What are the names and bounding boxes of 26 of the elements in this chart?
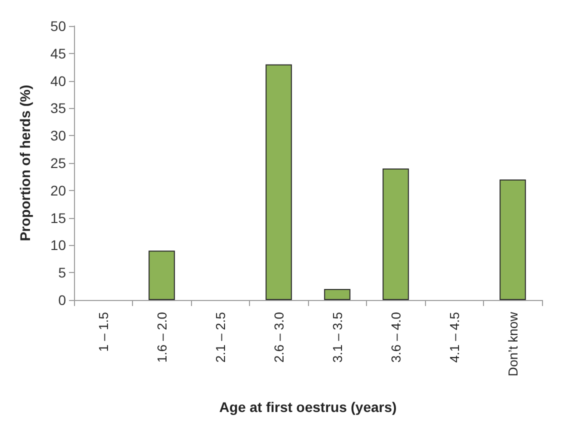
y-tick-label: 0: [58, 292, 66, 308]
y-tick-label: 10: [50, 237, 66, 254]
bar: [500, 179, 526, 300]
y-tick-label: 30: [50, 128, 66, 144]
y-tick-label: 45: [50, 45, 66, 62]
y-axis-title: Proportion of herds (%): [17, 84, 33, 242]
y-tick-label: 20: [50, 182, 66, 198]
y-tick-label: 35: [50, 100, 66, 116]
x-axis-title: Age at first oestrus (years): [219, 399, 397, 415]
y-tick-label: 50: [50, 18, 66, 34]
x-tick-label: 1.6 – 2.0: [154, 312, 170, 363]
y-tick-label: 5: [58, 264, 66, 281]
y-tick-label: 25: [50, 155, 66, 171]
x-tick-label: 2.6 – 3.0: [271, 312, 286, 363]
x-tick-label: Don’t know: [505, 311, 520, 376]
bar: [148, 250, 175, 300]
x-tick-label: 4.1 – 4.5: [446, 312, 462, 363]
y-tick-label: 40: [50, 72, 66, 89]
x-tick-label: 2.1 – 2.5: [212, 312, 228, 363]
x-tick-label: 3.6 – 4.0: [388, 312, 404, 363]
bar: [382, 168, 409, 300]
y-tick-label: 15: [50, 210, 66, 226]
bar: [324, 289, 350, 300]
x-tick-label: 1 – 1.5: [96, 312, 111, 352]
bar: [266, 64, 292, 300]
x-tick-label: 3.1 – 3.5: [330, 312, 345, 363]
